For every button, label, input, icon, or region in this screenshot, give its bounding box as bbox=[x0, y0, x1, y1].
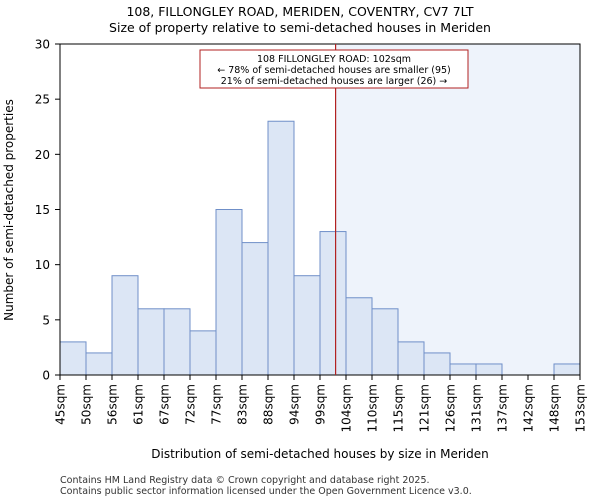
bars bbox=[59, 120, 581, 376]
x-axis: 45sqm 50sqm 56sqm 61sqm 67sqm 72sqm 77sqm 83sqm… bbox=[54, 375, 588, 432]
bar-94sqm bbox=[293, 275, 321, 376]
y-tick-label: 10 bbox=[35, 258, 50, 272]
y-tick-label: 20 bbox=[35, 148, 50, 162]
bar-110sqm bbox=[371, 308, 399, 376]
x-tick-label: 104sqm bbox=[340, 384, 354, 432]
annotation-line-1: 108 FILLONGLEY ROAD: 102sqm bbox=[257, 54, 411, 65]
x-tick-label: 110sqm bbox=[366, 384, 380, 432]
bar-88sqm bbox=[267, 120, 295, 376]
bar-115sqm bbox=[397, 341, 425, 376]
y-axis: 0 5 10 15 20 25 30 bbox=[35, 38, 60, 383]
annotation-line-3: 21% of semi-detached houses are larger (… bbox=[221, 76, 448, 87]
y-tick-label: 25 bbox=[35, 93, 50, 107]
x-tick-label: 77sqm bbox=[210, 384, 224, 425]
x-tick-label: 50sqm bbox=[80, 384, 94, 425]
x-tick-label: 137sqm bbox=[496, 384, 510, 432]
x-tick-label: 94sqm bbox=[288, 384, 302, 425]
bar-72sqm bbox=[189, 330, 217, 376]
chart-subtitle: Size of property relative to semi-detach… bbox=[109, 20, 491, 35]
x-axis-label: Distribution of semi-detached houses by … bbox=[151, 447, 489, 461]
x-tick-label: 153sqm bbox=[574, 384, 588, 432]
annotation-border bbox=[199, 49, 469, 89]
bar-148sqm bbox=[553, 363, 581, 376]
bar-67sqm bbox=[163, 308, 191, 376]
chart-title: 108, FILLONGLEY ROAD, MERIDEN, COVENTRY,… bbox=[126, 4, 473, 19]
x-tick-label: 61sqm bbox=[132, 384, 146, 425]
footer-line-2: Contains public sector information licen… bbox=[60, 486, 472, 497]
x-tick-label: 88sqm bbox=[262, 384, 276, 425]
y-axis-label: Number of semi-detached properties bbox=[2, 99, 16, 321]
y-tick-label: 5 bbox=[42, 313, 50, 327]
x-tick-label: 83sqm bbox=[236, 384, 250, 425]
y-tick-label: 0 bbox=[42, 369, 50, 383]
x-tick-label: 115sqm bbox=[392, 384, 406, 432]
bar-126sqm bbox=[449, 363, 477, 376]
bar-121sqm bbox=[423, 352, 451, 376]
bar-77sqm bbox=[215, 209, 243, 376]
bar-56sqm bbox=[111, 275, 139, 376]
x-tick-label: 142sqm bbox=[522, 384, 536, 432]
annotation-box: 108 FILLONGLEY ROAD: 102sqm ← 78% of sem… bbox=[199, 49, 469, 89]
x-tick-label: 131sqm bbox=[470, 384, 484, 432]
bar-83sqm bbox=[241, 242, 269, 376]
x-tick-label: 45sqm bbox=[54, 384, 68, 425]
footer-line-1: Contains HM Land Registry data © Crown c… bbox=[60, 475, 430, 486]
bar-50sqm bbox=[85, 352, 113, 376]
x-tick-label: 72sqm bbox=[184, 384, 198, 425]
plot-frame bbox=[59, 43, 581, 376]
x-tick-label: 148sqm bbox=[548, 384, 562, 432]
bar-99sqm bbox=[319, 231, 347, 376]
y-tick-label: 30 bbox=[35, 38, 50, 52]
x-tick-label: 56sqm bbox=[106, 384, 120, 425]
bar-131sqm bbox=[475, 363, 503, 376]
bar-45sqm bbox=[59, 341, 87, 376]
x-tick-label: 99sqm bbox=[314, 384, 328, 425]
y-tick-label: 15 bbox=[35, 203, 50, 217]
x-tick-label: 126sqm bbox=[444, 384, 458, 432]
bar-104sqm bbox=[345, 297, 373, 376]
x-tick-label: 67sqm bbox=[158, 384, 172, 425]
annotation-line-2: ← 78% of semi-detached houses are smalle… bbox=[217, 65, 451, 76]
bar-61sqm bbox=[137, 308, 165, 376]
x-tick-label: 121sqm bbox=[418, 384, 432, 432]
